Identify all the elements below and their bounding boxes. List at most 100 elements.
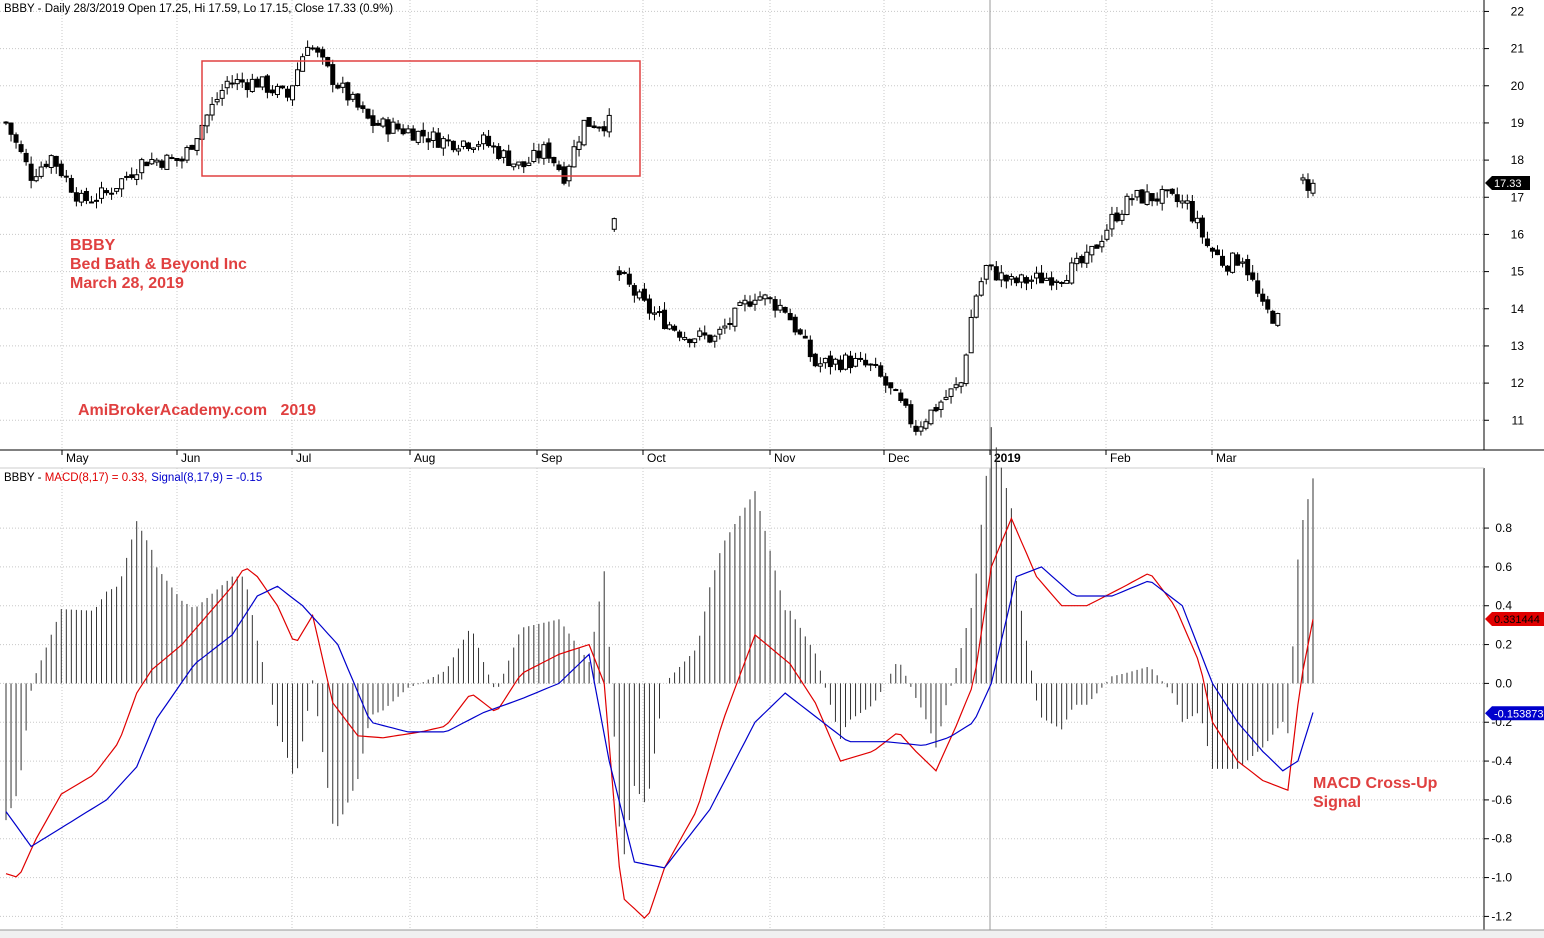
price-y-tick-label: 12: [1511, 376, 1525, 390]
x-tick-label: May: [66, 451, 89, 465]
candle-body: [893, 389, 899, 392]
candle-body: [460, 140, 466, 147]
candle-body: [455, 148, 461, 152]
candle-body: [772, 299, 778, 311]
candle-body: [1305, 179, 1311, 191]
candle-body: [18, 144, 24, 153]
candle-body: [78, 192, 84, 203]
signal-line: [5, 566, 1314, 869]
candle-body: [305, 46, 311, 56]
candle-body: [938, 401, 944, 410]
candle-body: [797, 329, 803, 335]
candle-body: [164, 154, 170, 170]
candle-body: [1044, 277, 1050, 281]
candle-body: [73, 192, 79, 202]
candle-body: [1129, 198, 1135, 201]
candle-body: [1225, 265, 1231, 272]
candle-body: [1059, 281, 1065, 284]
candle-body: [898, 392, 904, 402]
candle-body: [1270, 310, 1276, 324]
candle-body: [114, 188, 120, 192]
candle-body: [521, 161, 527, 168]
candle-body: [516, 161, 522, 166]
candle-body: [556, 164, 562, 171]
candle-body: [541, 144, 547, 159]
candle-body: [104, 190, 110, 194]
macd-grid: [0, 468, 1484, 930]
macd-panel: -1.2-1.0-0.8-0.6-0.4-0.20.00.20.40.60.8 …: [0, 427, 1544, 930]
candle-body: [737, 302, 743, 306]
candle-body: [1300, 177, 1306, 181]
candle-body: [1039, 272, 1045, 284]
candle-body: [1064, 280, 1070, 284]
candle-body: [963, 354, 969, 385]
candle-body: [677, 331, 683, 338]
candle-body: [727, 323, 733, 326]
price-y-tick-label: 15: [1511, 265, 1525, 279]
macd-value-label: 0.331444: [1494, 614, 1540, 626]
candle-body: [702, 332, 708, 336]
macd-y-tick-label: -0.6: [1491, 793, 1512, 807]
candle-body: [501, 150, 507, 158]
price-y-tick-label: 21: [1511, 42, 1525, 56]
candle-body: [350, 93, 356, 100]
candle-body: [264, 75, 270, 93]
candle-body: [149, 158, 155, 165]
candle-body: [13, 134, 19, 143]
price-header: BBBY - Daily 28/3/2019 Open 17.25, Hi 17…: [4, 3, 393, 15]
x-tick-label: Mar: [1216, 451, 1237, 465]
candle-body: [1034, 272, 1040, 279]
candle-body: [1099, 240, 1105, 248]
candle-body: [285, 88, 291, 98]
candle-body: [817, 363, 823, 367]
candle-body: [1084, 251, 1090, 264]
candle-body: [722, 325, 728, 329]
price-y-tick-label: 22: [1511, 4, 1525, 18]
candle-body: [973, 295, 979, 318]
candle-body: [943, 396, 949, 400]
candle-body: [672, 325, 678, 331]
candle-body: [395, 123, 401, 130]
candle-body: [616, 270, 622, 276]
candle-body: [566, 165, 572, 182]
candle-body: [88, 201, 94, 204]
macd-line: [5, 516, 1314, 919]
candle-body: [812, 353, 818, 367]
candle-body: [707, 334, 713, 343]
candle-body: [295, 69, 301, 87]
macd-header-prefix: BBBY -: [4, 472, 45, 484]
candle-body: [576, 141, 582, 150]
candle-body: [657, 311, 662, 314]
candle-body: [908, 404, 914, 425]
price-y-tick-label: 18: [1511, 153, 1525, 167]
candle-body: [662, 309, 668, 330]
candle-body: [853, 357, 859, 367]
candle-body: [506, 150, 512, 166]
price-panel: 11 12 13 14 15 16 17 18 19 20 21 22 May Jun Jul Aug Sep…: [0, 0, 1544, 465]
x-tick-label: Jul: [296, 451, 311, 465]
candle-body: [290, 85, 296, 101]
macd-y-tick-label: 0.6: [1495, 560, 1512, 574]
candle-body: [651, 312, 657, 315]
candle-body: [832, 358, 838, 365]
candle-body: [1265, 299, 1271, 310]
candle-body: [968, 316, 974, 354]
candle-body: [1018, 274, 1024, 283]
candle-body: [174, 158, 180, 161]
candle-body: [1013, 277, 1019, 284]
candle-body: [923, 421, 929, 429]
candle-body: [380, 118, 386, 127]
macd-y-tick-label: -0.4: [1491, 754, 1512, 768]
candle-body: [787, 313, 793, 321]
candle-body: [551, 156, 557, 164]
candle-body: [1230, 252, 1236, 273]
candle-body: [486, 135, 492, 147]
candle-body: [1104, 229, 1110, 240]
title-ticker: BBBY: [70, 237, 116, 254]
macd-histogram: [5, 427, 1314, 855]
candle-body: [586, 117, 592, 127]
candle-body: [234, 79, 240, 85]
macd-header: BBBY - MACD(8,17) = 0.33, Signal(8,17,9) …: [4, 472, 262, 484]
macd-y-tick-label: 0.4: [1495, 599, 1512, 613]
